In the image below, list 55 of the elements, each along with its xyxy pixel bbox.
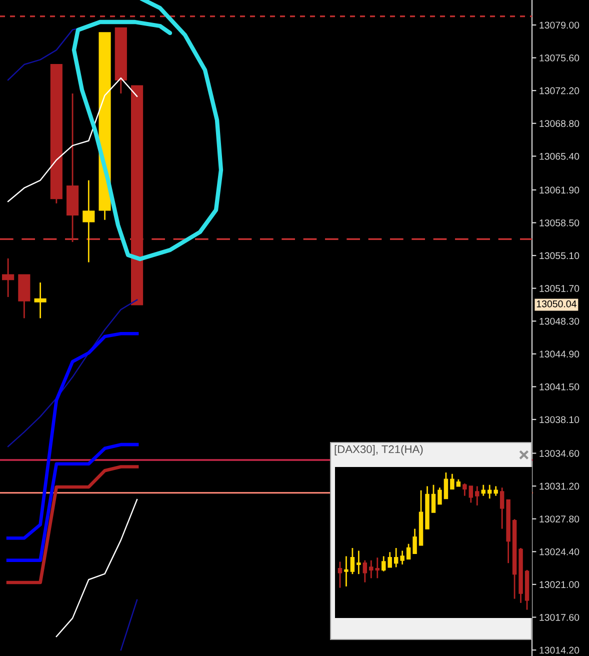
y-tick-label: 13068.80 [540, 120, 580, 127]
candlestick [382, 556, 386, 572]
line-series [6, 442, 139, 562]
candlestick [375, 556, 380, 579]
line-series [56, 498, 138, 638]
candlestick [412, 528, 417, 554]
y-tick-label: 13072.20 [540, 87, 580, 94]
y-tick-label: 13051.70 [540, 285, 580, 292]
candlestick [468, 486, 474, 504]
candlestick [494, 486, 498, 497]
candlestick [438, 486, 442, 505]
y-tick-label: 13061.90 [540, 186, 580, 194]
y-tick-label: 13034.60 [540, 450, 580, 457]
y-tick-label: 13055.10 [540, 252, 580, 260]
line-series [6, 332, 139, 540]
y-tick-label: 13017.60 [540, 614, 580, 621]
y-tick-label: 13058.50 [540, 219, 580, 226]
candlestick [481, 484, 486, 497]
line-series [7, 299, 138, 448]
candlestick [2, 258, 14, 298]
y-tick-label: 13041.50 [540, 383, 580, 390]
y-tick-label: 13075.60 [540, 54, 580, 62]
candlestick [34, 282, 46, 319]
y-tick-label: 13024.40 [540, 548, 580, 556]
text: 13050.04 [536, 300, 576, 308]
line-series [6, 465, 139, 584]
candlestick [444, 472, 448, 500]
candlestick [369, 560, 374, 579]
chart-title: [DAX30], T21(HA) [334, 444, 423, 456]
y-tick-label: 13038.10 [540, 416, 580, 424]
y-tick-label: 13021.00 [540, 581, 580, 588]
candlestick [350, 547, 355, 575]
y-tick-label: 13048.30 [540, 318, 580, 325]
candlestick [500, 486, 504, 530]
y-tick-label: 13014.20 [540, 646, 580, 654]
candlestick [475, 486, 480, 506]
y-tick-label: 13031.20 [540, 482, 580, 490]
candlestick [400, 550, 404, 566]
candlestick [394, 547, 398, 568]
candlestick [344, 556, 348, 588]
candlestick [487, 484, 492, 500]
y-tick-label: 13065.40 [540, 152, 580, 160]
candlestick [388, 551, 392, 568]
candlestick [462, 482, 467, 497]
candlestick [82, 180, 95, 263]
candlestick [431, 484, 436, 513]
candlestick [356, 550, 361, 575]
candlestick [362, 560, 368, 584]
y-tick-label: 13027.80 [540, 516, 580, 522]
y-tick-label: 13044.90 [540, 350, 580, 358]
y-tick-label: 13079.00 [540, 22, 580, 29]
candlestick [338, 561, 342, 588]
candlestick [450, 473, 454, 490]
candlestick [406, 543, 411, 560]
line-series [7, 77, 138, 202]
